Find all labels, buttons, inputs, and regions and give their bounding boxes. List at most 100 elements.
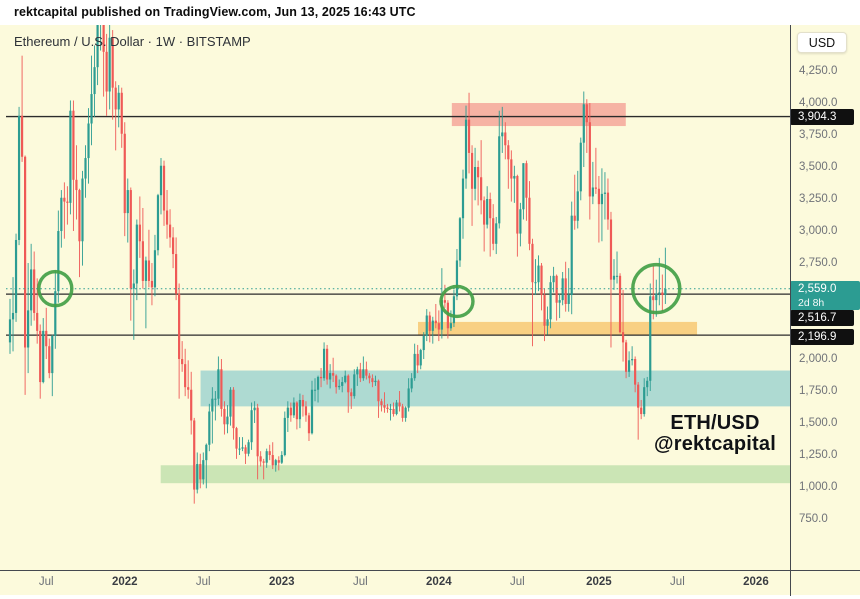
currency-button[interactable]: USD [797, 32, 847, 53]
price-tick-label: 3,750.0 [799, 129, 838, 142]
candle [612, 259, 616, 290]
candle [319, 367, 323, 388]
candle [211, 387, 214, 444]
candle [51, 334, 54, 397]
candle [652, 265, 655, 320]
watermark-symbol: ETH/USD [670, 412, 760, 434]
candle [588, 103, 591, 220]
candle [618, 273, 622, 334]
candle [422, 332, 425, 360]
candle [144, 256, 147, 329]
candle [495, 216, 498, 255]
candle [534, 259, 537, 296]
last-price-value: 2,559.0 [798, 282, 837, 295]
price-axis[interactable]: USD 4,250.0 4,000.0 3,750.0 3,500.0 3,250.0 3… [790, 25, 860, 570]
candle [313, 378, 317, 402]
candle [492, 204, 495, 251]
candle [609, 211, 613, 348]
candle [624, 339, 628, 379]
candle [582, 91, 585, 168]
candle [561, 271, 564, 306]
candle [301, 394, 305, 417]
time-axis[interactable]: Jul 2022 Jul 2023 Jul 2024 Jul 2025 Jul 2026 [0, 570, 860, 596]
time-tick-label-Jul: Jul [38, 576, 54, 588]
time-tick-label-2024: 2024 [426, 576, 452, 588]
candle [470, 145, 474, 226]
candle [102, 25, 105, 97]
candle [190, 371, 193, 435]
candle [606, 178, 610, 230]
candle [661, 274, 664, 312]
price-tick-label: 750.0 [799, 513, 828, 526]
candle [42, 318, 45, 384]
candle [120, 87, 123, 148]
price-tick-label: 3,000.0 [799, 225, 838, 238]
candle [277, 456, 280, 471]
candle [555, 274, 558, 321]
last-price-badge: 2,559.0 2d 8h [790, 280, 860, 310]
candle [646, 376, 649, 397]
watermark-author: @rektcapital [654, 433, 776, 455]
price-tick-label: 1,000.0 [799, 481, 838, 494]
chart-pane[interactable]: Ethereum / U.S. Dollar · 1W · BITSTAMP E… [0, 25, 860, 596]
candle [66, 186, 69, 225]
price-tick-label: 1,250.0 [799, 449, 838, 462]
candle [359, 362, 362, 383]
candle [540, 263, 543, 311]
candle [404, 406, 407, 422]
candle [304, 401, 308, 422]
candle [377, 379, 380, 418]
candle [108, 25, 111, 110]
candle [579, 137, 582, 201]
time-tick-label-Jul: Jul [510, 576, 525, 588]
candle [33, 251, 36, 321]
price-tick-label: 2,000.0 [799, 353, 838, 366]
candle [362, 356, 365, 381]
candle [262, 458, 265, 480]
candle [558, 293, 561, 319]
candle [208, 403, 211, 452]
candle [374, 375, 377, 386]
zone-accumulation-green [160, 465, 790, 484]
candle [126, 178, 129, 243]
candle [232, 387, 235, 440]
candle [591, 161, 594, 205]
candle [181, 341, 184, 372]
zone-range-teal [200, 370, 790, 407]
watermark: ETH/USD @rektcapital [635, 413, 795, 455]
candle [631, 346, 634, 366]
candle [111, 30, 114, 120]
candle [489, 192, 492, 257]
candle [628, 351, 631, 377]
time-tick-label-Jul: Jul [352, 576, 368, 588]
candle [407, 378, 410, 412]
candle [87, 108, 90, 184]
candle [428, 311, 431, 343]
candle [543, 288, 546, 342]
candle [600, 168, 604, 242]
candlestick-plot[interactable] [0, 25, 860, 545]
candle [401, 403, 404, 422]
candle [217, 356, 220, 406]
annotation-circle-retest-2024 [439, 284, 475, 319]
candle [250, 402, 253, 450]
price-tick-label: 2,750.0 [799, 257, 838, 270]
candle [603, 172, 607, 220]
price-tick-label: 4,000.0 [799, 97, 838, 110]
candle [14, 233, 18, 322]
candle [353, 369, 356, 399]
candle [286, 401, 289, 432]
candle [295, 401, 298, 430]
candle [178, 283, 181, 399]
candle [8, 298, 12, 354]
candle [30, 243, 33, 326]
candle [329, 364, 332, 389]
candle [280, 451, 283, 464]
candle [643, 378, 646, 417]
candle [413, 343, 416, 381]
candle [389, 403, 392, 421]
candle [504, 122, 507, 160]
candle [141, 207, 144, 289]
candle [129, 187, 132, 321]
candle [640, 399, 643, 420]
